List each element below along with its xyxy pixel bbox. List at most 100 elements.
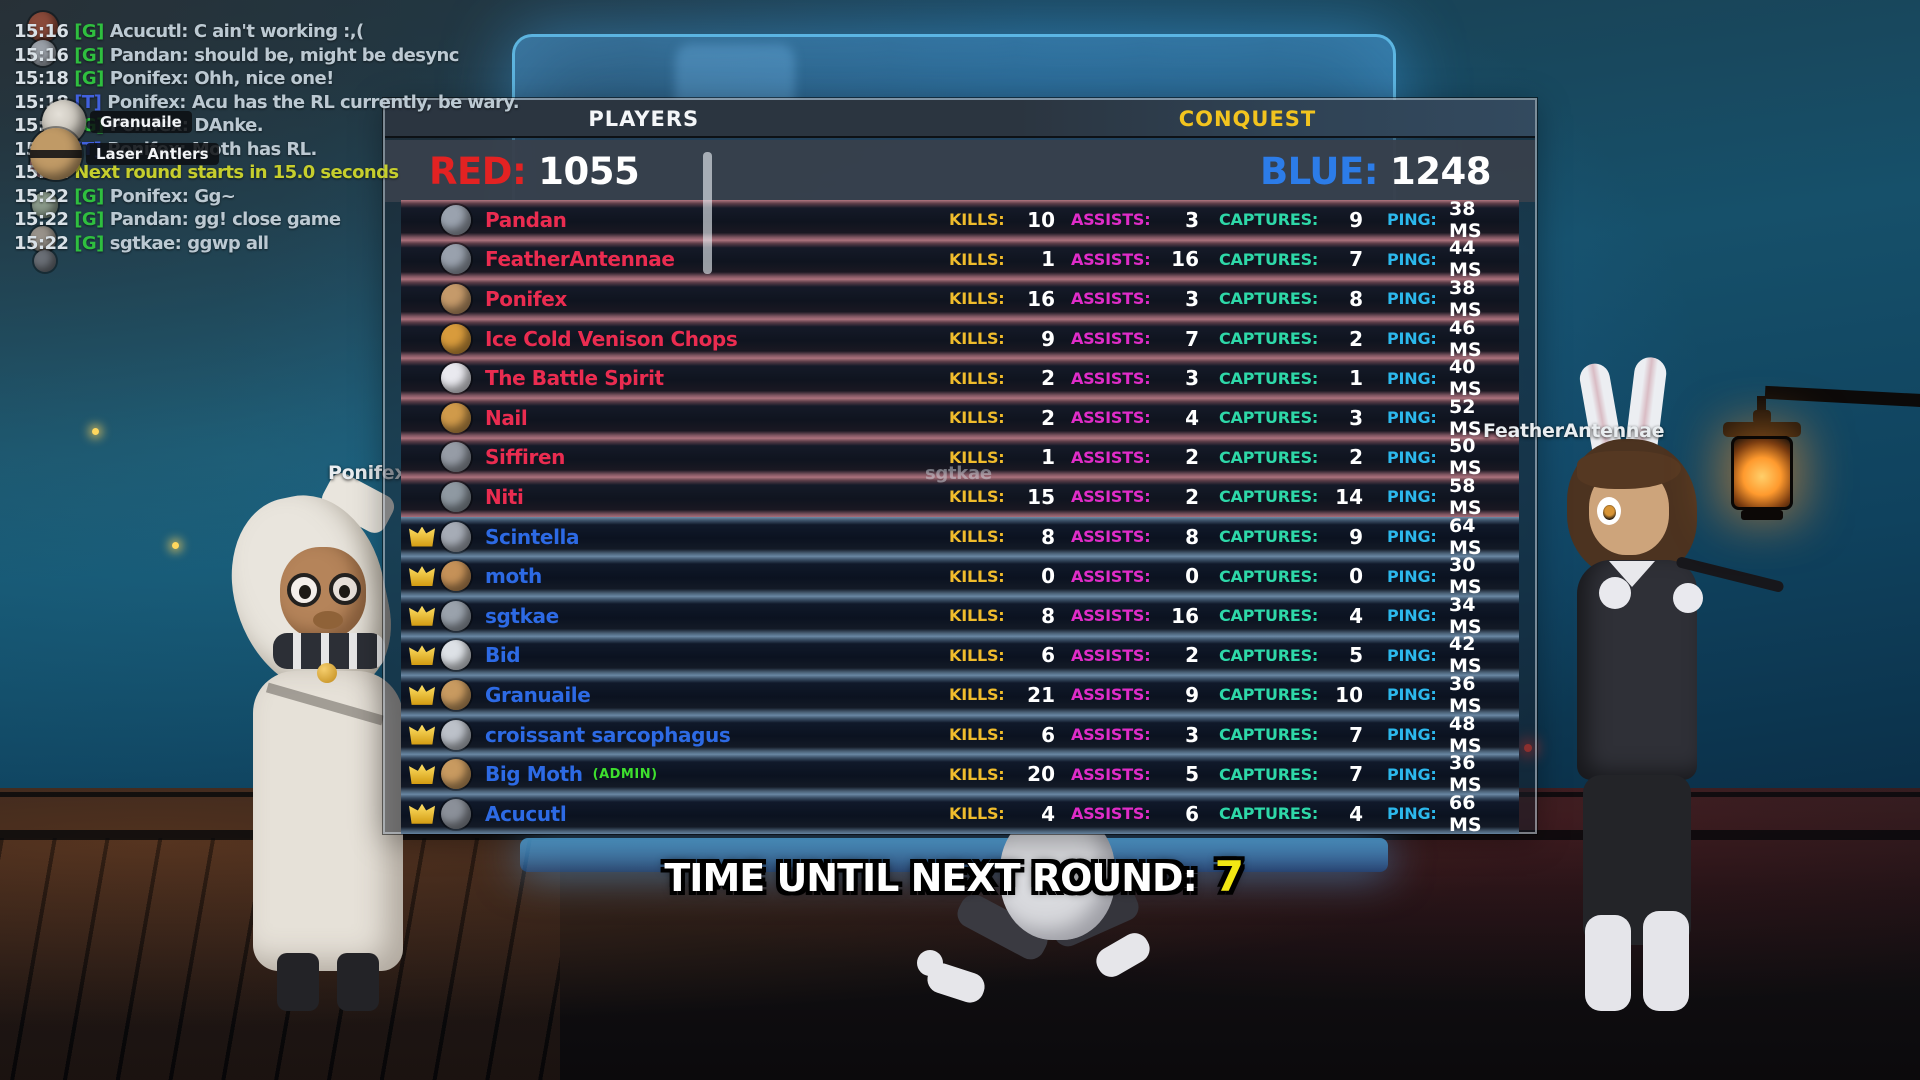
captures-value: 7 bbox=[1349, 762, 1363, 787]
chat-text: DAnke. bbox=[194, 115, 263, 136]
kills-value: 15 bbox=[1027, 484, 1055, 509]
chat-author: Pandan: bbox=[109, 209, 189, 230]
chat-timestamp: 15:22 bbox=[14, 232, 69, 254]
chat-text: Gg~ bbox=[194, 185, 236, 207]
captures-label: CAPTURES: bbox=[1219, 447, 1319, 467]
assists-label: ASSISTS: bbox=[1071, 408, 1151, 428]
captures-value: 1 bbox=[1349, 366, 1363, 391]
player-avatar-icon bbox=[441, 561, 471, 592]
chat-channel-tag: [G] bbox=[74, 68, 104, 89]
character-right-bunny bbox=[1525, 355, 1785, 1015]
captures-label: CAPTURES: bbox=[1219, 487, 1319, 507]
players-header: PLAYERS bbox=[588, 107, 700, 131]
ping-label: PING: bbox=[1387, 804, 1437, 824]
player-avatar-icon bbox=[441, 402, 471, 433]
hand bbox=[1673, 583, 1703, 613]
kills-value: 8 bbox=[1041, 603, 1055, 628]
kills-value: 6 bbox=[1041, 643, 1055, 668]
kills-label: KILLS: bbox=[949, 725, 1005, 745]
kills-value: 6 bbox=[1041, 722, 1055, 747]
ping-value: 48 MS bbox=[1449, 712, 1482, 757]
player-avatar-icon bbox=[441, 481, 471, 512]
player-row: sgtkae KILLS: 8 ASSISTS: 16 CAPTURES: 4 … bbox=[401, 594, 1519, 638]
assists-value: 3 bbox=[1185, 366, 1199, 391]
chat-channel-tag: [G] bbox=[74, 232, 104, 254]
player-name: Acucutl bbox=[485, 801, 567, 826]
chat-author: Acucutl: bbox=[109, 21, 189, 42]
captures-value: 7 bbox=[1349, 247, 1363, 272]
ping-label: PING: bbox=[1387, 368, 1437, 388]
captures-value: 4 bbox=[1349, 603, 1363, 628]
chat-channel-tag: [G] bbox=[74, 185, 104, 207]
kills-value: 21 bbox=[1027, 682, 1055, 707]
hand bbox=[1599, 577, 1631, 609]
chat-avatar bbox=[28, 12, 58, 42]
captures-value: 10 bbox=[1335, 682, 1363, 707]
player-avatar-icon bbox=[441, 798, 471, 829]
round-timer: TIME UNTIL NEXT ROUND: 7 bbox=[664, 852, 1244, 901]
player-avatar-icon bbox=[441, 521, 471, 552]
captures-label: CAPTURES: bbox=[1219, 685, 1319, 705]
assists-value: 2 bbox=[1185, 643, 1199, 668]
round-timer-label: TIME UNTIL NEXT ROUND: bbox=[664, 856, 1197, 900]
crown-icon bbox=[409, 645, 435, 666]
captures-value: 9 bbox=[1349, 207, 1363, 232]
crown-icon bbox=[409, 803, 435, 824]
assists-label: ASSISTS: bbox=[1071, 368, 1151, 388]
player-row: Granuaile KILLS: 21 ASSISTS: 9 CAPTURES:… bbox=[401, 672, 1519, 717]
muzzle bbox=[313, 611, 343, 629]
blue-score-value: 1248 bbox=[1390, 149, 1491, 193]
leg bbox=[277, 953, 319, 1011]
player-name: Granuaile bbox=[485, 682, 591, 707]
player-row: moth KILLS: 0 ASSISTS: 0 CAPTURES: 0 PIN… bbox=[401, 554, 1519, 599]
gamemode-header: CONQUEST bbox=[1178, 107, 1317, 131]
captures-value: 5 bbox=[1349, 643, 1363, 668]
boot bbox=[1643, 911, 1689, 1011]
assists-value: 8 bbox=[1185, 524, 1199, 549]
red-score: RED: 1055 bbox=[429, 150, 640, 193]
yellow-light bbox=[92, 428, 99, 435]
kills-label: KILLS: bbox=[949, 487, 1005, 507]
player-avatar-icon bbox=[441, 442, 471, 473]
crown-icon bbox=[409, 724, 435, 745]
player-row: The Battle Spirit KILLS: 2 ASSISTS: 3 CA… bbox=[401, 356, 1519, 400]
assists-value: 16 bbox=[1171, 247, 1199, 272]
foot bbox=[1091, 928, 1155, 982]
ping-value: 30 MS bbox=[1449, 554, 1482, 599]
captures-value: 3 bbox=[1349, 405, 1363, 430]
captures-label: CAPTURES: bbox=[1219, 249, 1319, 269]
scrollbar-thumb[interactable] bbox=[703, 152, 712, 274]
floor-rail bbox=[0, 830, 1920, 840]
captures-value: 8 bbox=[1349, 286, 1363, 311]
ping-label: PING: bbox=[1387, 487, 1437, 507]
crown-icon bbox=[409, 605, 435, 626]
player-name: moth bbox=[485, 564, 542, 589]
assists-label: ASSISTS: bbox=[1071, 210, 1151, 230]
assists-value: 6 bbox=[1185, 801, 1199, 826]
kills-label: KILLS: bbox=[949, 447, 1005, 467]
assists-value: 5 bbox=[1185, 762, 1199, 787]
chat-message: 15:22 [G] Ponifex: Gg~ bbox=[14, 185, 534, 209]
pupil bbox=[1603, 505, 1616, 520]
assists-value: 16 bbox=[1171, 603, 1199, 628]
kills-value: 1 bbox=[1041, 445, 1055, 470]
assists-label: ASSISTS: bbox=[1071, 447, 1151, 467]
world-nametag: sgtkae bbox=[925, 463, 992, 484]
kills-label: KILLS: bbox=[949, 566, 1005, 586]
assists-label: ASSISTS: bbox=[1071, 527, 1151, 547]
kills-label: KILLS: bbox=[949, 606, 1005, 626]
player-name: FeatherAntennae bbox=[485, 247, 675, 272]
player-avatar-icon bbox=[441, 640, 471, 671]
blue-score-label: BLUE: bbox=[1259, 149, 1379, 193]
captures-label: CAPTURES: bbox=[1219, 764, 1319, 784]
assists-label: ASSISTS: bbox=[1071, 566, 1151, 586]
chat-timestamp: 15:22 bbox=[14, 209, 69, 230]
crown-icon bbox=[409, 566, 435, 587]
ping-value: 36 MS bbox=[1449, 672, 1482, 717]
captures-label: CAPTURES: bbox=[1219, 329, 1319, 349]
player-row: Pandan KILLS: 10 ASSISTS: 3 CAPTURES: 9 … bbox=[401, 198, 1519, 242]
ping-label: PING: bbox=[1387, 685, 1437, 705]
ping-value: 36 MS bbox=[1449, 752, 1482, 797]
world-nametag: FeatherAntennae bbox=[1483, 420, 1665, 442]
